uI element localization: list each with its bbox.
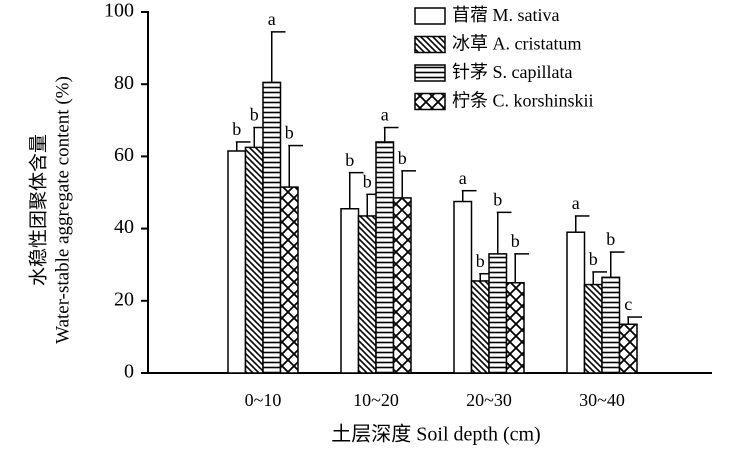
y-axis-label: Water-stable aggregate content (%) <box>52 76 73 344</box>
bar <box>470 280 490 374</box>
significance-letter: a <box>459 168 467 188</box>
bar <box>279 186 299 374</box>
significance-letter: b <box>345 150 354 170</box>
bar <box>566 231 586 374</box>
bar <box>583 283 603 374</box>
legend-label: 柠条 C. korshinskii <box>452 91 594 111</box>
significance-letter: b <box>606 229 615 249</box>
significance-letter: b <box>493 189 502 209</box>
bar <box>618 323 638 374</box>
legend-swatch <box>414 35 446 54</box>
x-tick-label: 20~30 <box>466 390 512 410</box>
x-tick-label: 0~10 <box>245 390 282 410</box>
bar <box>357 215 377 374</box>
y-tick-label: 40 <box>114 216 134 238</box>
bar <box>488 253 508 374</box>
legend-swatch <box>414 92 446 111</box>
significance-letter: b <box>232 119 241 139</box>
y-axis-label: 水稳性团聚体含量 <box>27 134 49 286</box>
significance-letter: a <box>268 9 276 29</box>
x-tick-label: 10~20 <box>353 390 399 410</box>
y-tick-label: 80 <box>114 72 134 94</box>
significance-letter: b <box>511 231 520 251</box>
bar <box>340 207 360 374</box>
y-tick-label: 100 <box>104 0 134 22</box>
legend-swatch <box>414 64 446 82</box>
significance-letter: b <box>589 249 598 269</box>
bar <box>262 81 282 374</box>
x-axis-label: 土层深度 Soil depth (cm) <box>331 423 540 446</box>
bar <box>392 197 412 374</box>
significance-letter: a <box>381 105 389 125</box>
y-tick-label: 0 <box>124 361 134 383</box>
x-tick-label: 30~40 <box>579 390 625 410</box>
bar <box>453 200 473 374</box>
significance-letter: c <box>624 294 632 314</box>
significance-letter: a <box>572 193 580 213</box>
bar <box>227 150 247 374</box>
legend-label: 针茅 S. capillata <box>452 62 572 82</box>
y-tick-label: 60 <box>114 144 134 166</box>
legend-swatch <box>414 7 446 25</box>
significance-letter: b <box>476 251 485 271</box>
bar <box>505 282 525 374</box>
y-tick-label: 20 <box>114 288 134 310</box>
significance-letter: b <box>398 148 407 168</box>
legend-label: 苜蓿 M. sativa <box>452 5 560 25</box>
bar <box>375 141 395 374</box>
bar <box>601 276 621 374</box>
significance-letter: b <box>250 105 259 125</box>
legend-label: 冰草 A. cristatum <box>452 34 581 54</box>
significance-letter: b <box>285 123 294 143</box>
bar <box>244 146 264 374</box>
significance-letter: b <box>363 171 372 191</box>
